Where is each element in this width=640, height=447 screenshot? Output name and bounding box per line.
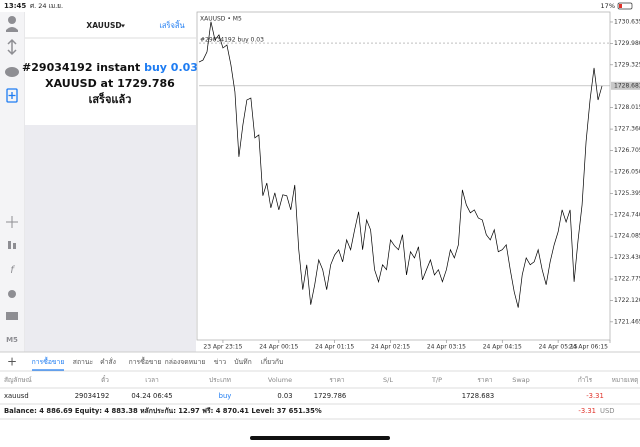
fill-line: XAUUSD at 1729.786: [45, 77, 175, 90]
column-header: Volume: [268, 376, 292, 384]
order-type: buy 0.03: [144, 61, 198, 74]
column-header: T/P: [431, 376, 442, 384]
order-result: #29034192 instant buy 0.03: [22, 61, 198, 74]
tab[interactable]: บันทึก: [234, 358, 252, 366]
dropdown-arrow: [121, 24, 125, 28]
column-header: หมายเหตุ: [612, 376, 639, 384]
x-tick-label: 24 Apr 01:15: [315, 344, 354, 351]
x-tick-label: 24 Apr 03:15: [427, 344, 466, 351]
table-cell: buy: [219, 392, 232, 400]
table-cell: 1728.683: [462, 392, 494, 400]
y-tick-label: 1730.635: [614, 18, 640, 25]
x-tick-label: 23 Apr 23:15: [203, 344, 242, 351]
column-header: ราคา: [477, 376, 492, 384]
column-header: ราคา: [329, 376, 344, 384]
table-cell: 04.24 06:45: [131, 392, 172, 400]
column-header: ประเภท: [209, 376, 231, 384]
currency: USD: [600, 407, 615, 415]
done-button[interactable]: เสร็จสิ้น: [159, 20, 184, 30]
y-tick-label: 1726.050: [614, 168, 640, 175]
y-tick-label: 1728.015: [614, 104, 640, 111]
order-prefix: #29034192 instant: [22, 61, 140, 74]
y-tick-label: 1724.740: [614, 211, 640, 218]
templates-icon[interactable]: [6, 312, 18, 320]
order-line-label: #29034192 buy 0.03: [200, 37, 264, 44]
indicator-icon[interactable]: f: [10, 265, 15, 276]
x-tick-label: 24 Apr 05:15: [539, 344, 578, 351]
y-tick-label: 1727.360: [614, 126, 640, 133]
column-header: เวลา: [145, 376, 159, 384]
battery-level: 17%: [601, 2, 615, 10]
x-tick-label: 24 Apr 04:15: [483, 344, 522, 351]
y-tick-label: 1724.085: [614, 233, 640, 240]
crosshair-icon[interactable]: [6, 216, 18, 228]
price-label: 1728.683: [614, 82, 640, 89]
y-tick-label: 1725.395: [614, 190, 640, 197]
y-tick-label: 1722.120: [614, 297, 640, 304]
column-header: กำไร: [578, 376, 593, 384]
table-cell: 0.03: [277, 392, 292, 400]
objects-icon[interactable]: [8, 290, 16, 298]
tab[interactable]: การซื้อขาย: [129, 356, 162, 366]
tab[interactable]: คำสั่ง: [100, 357, 116, 366]
bars-icon-2: [13, 243, 16, 249]
status-time: 13:45: [4, 2, 26, 10]
column-header: Swap: [512, 376, 530, 384]
chart-title: XAUUSD • M5: [200, 16, 242, 23]
x-tick-label: 24 Apr 02:15: [371, 344, 410, 351]
column-header: สัญลักษณ์: [4, 376, 32, 384]
order-panel: [25, 12, 196, 125]
tab[interactable]: ข่าว: [214, 358, 226, 366]
y-tick-label: 1729.325: [614, 61, 640, 68]
table-cell: 1729.786: [314, 392, 346, 400]
column-header: S/L: [383, 376, 393, 384]
y-tick-label: 1726.705: [614, 147, 640, 154]
home-indicator: [250, 436, 390, 440]
new-order-button[interactable]: +: [7, 355, 17, 369]
order-status: เสร็จแล้ว: [89, 92, 132, 106]
table-cell: -3.31: [586, 392, 604, 400]
table-cell: xauusd: [4, 392, 29, 400]
table-cell: 29034192: [75, 392, 110, 400]
balance-line: Balance: 4 886.69 Equity: 4 883.38 หลักป…: [4, 407, 322, 415]
y-tick-label: 1723.430: [614, 254, 640, 261]
quotes-icon[interactable]: [7, 38, 17, 56]
price-line-series: [198, 21, 603, 308]
battery-icon: [617, 2, 633, 10]
total-profit: -3.31: [578, 407, 596, 415]
tab[interactable]: การซื้อขาย: [32, 356, 65, 366]
chart-frame: [196, 11, 611, 341]
y-tick-label: 1721.465: [614, 318, 640, 325]
bars-icon[interactable]: [8, 241, 11, 249]
panel-symbol[interactable]: XAUUSD: [86, 21, 121, 30]
trade-icon-plus: [8, 92, 16, 99]
chat-icon[interactable]: [5, 67, 19, 77]
account-icon[interactable]: [8, 16, 16, 24]
tab[interactable]: สถานะ: [73, 358, 94, 366]
y-tick-label: 1722.775: [614, 276, 640, 283]
price-label-bg: [611, 81, 640, 90]
column-header: ตั๋ว: [101, 375, 109, 384]
account-icon-body: [6, 27, 18, 32]
chart: 1730.635 1729.980 1729.325 1728.015 1727.360…: [198, 18, 640, 351]
tab[interactable]: เกี่ยวกับ: [261, 357, 284, 366]
trade-icon[interactable]: [6, 88, 18, 103]
x-tick-label: 24 Apr 00:15: [259, 344, 298, 351]
tab[interactable]: กล่องจดหมาย: [165, 358, 206, 366]
status-date: ศ. 24 เม.ย.: [30, 2, 63, 10]
x-tick-label: 24 Apr 06:15: [569, 344, 608, 351]
y-tick-label: 1729.980: [614, 40, 640, 47]
battery-fill: [619, 4, 622, 8]
timeframe[interactable]: M5: [6, 336, 18, 344]
